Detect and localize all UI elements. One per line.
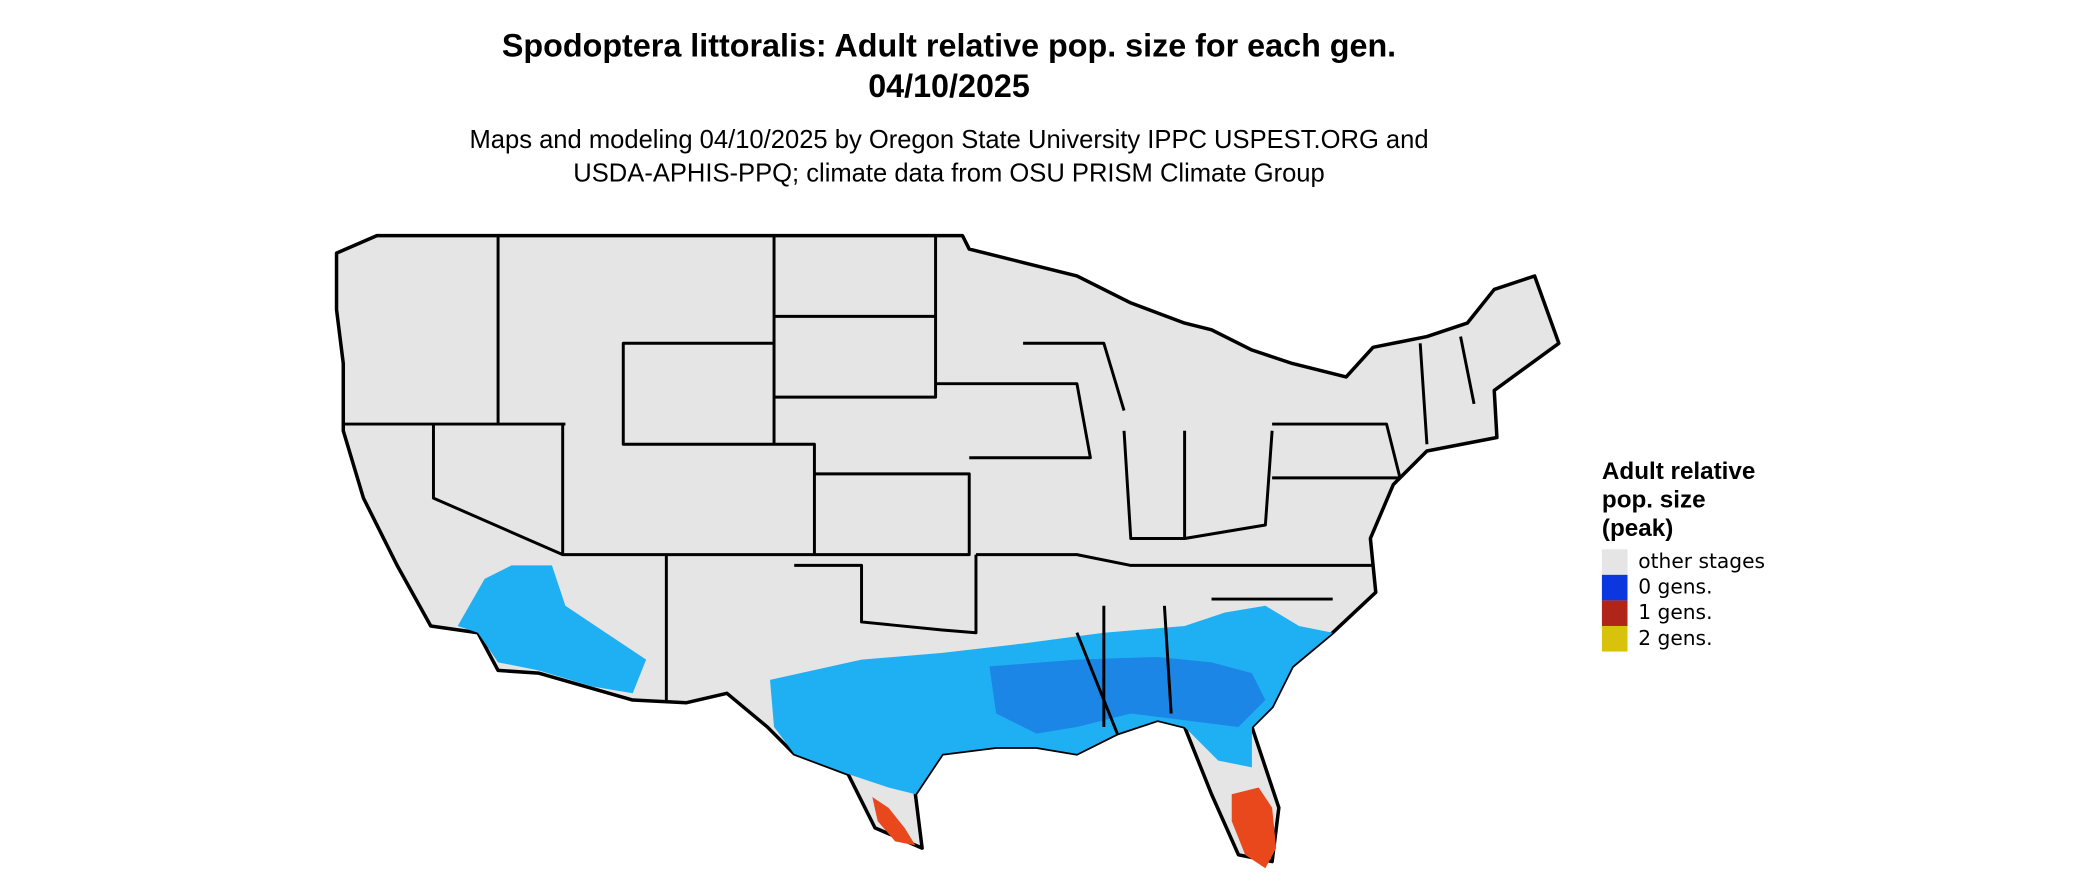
- zone-south-florida: [1231, 787, 1277, 869]
- title-line: Spodoptera littoralis: Adult relative po…: [502, 28, 1396, 64]
- legend-label: 0 gens.: [1638, 575, 1712, 599]
- legend-title-line: (peak): [1602, 515, 1673, 542]
- legend: Adult relative pop. size (peak) other st…: [1601, 458, 1765, 652]
- us-map: [334, 233, 1561, 869]
- state-border: [343, 235, 1476, 735]
- legend-swatch: [1601, 549, 1628, 575]
- zone-arizona: [457, 565, 647, 694]
- us-land: [334, 233, 1561, 864]
- legend-label: 2 gens.: [1638, 626, 1712, 650]
- legend-swatch: [1601, 574, 1628, 601]
- legend-label: other stages: [1638, 549, 1765, 573]
- legend-label: 1 gens.: [1638, 600, 1712, 624]
- subtitle-line: USDA-APHIS-PPQ; climate data from OSU PR…: [573, 160, 1324, 188]
- legend-title-line: Adult relative: [1602, 458, 1755, 485]
- legend-swatch: [1601, 600, 1628, 626]
- subtitle-line: Maps and modeling 04/10/2025 by Oregon S…: [469, 126, 1428, 154]
- title-line: 04/10/2025: [868, 68, 1030, 104]
- zone-mid-blue: [989, 656, 1266, 734]
- legend-title-line: pop. size: [1602, 487, 1706, 514]
- legend-swatch: [1601, 625, 1628, 652]
- zone-south-texas: [872, 796, 916, 846]
